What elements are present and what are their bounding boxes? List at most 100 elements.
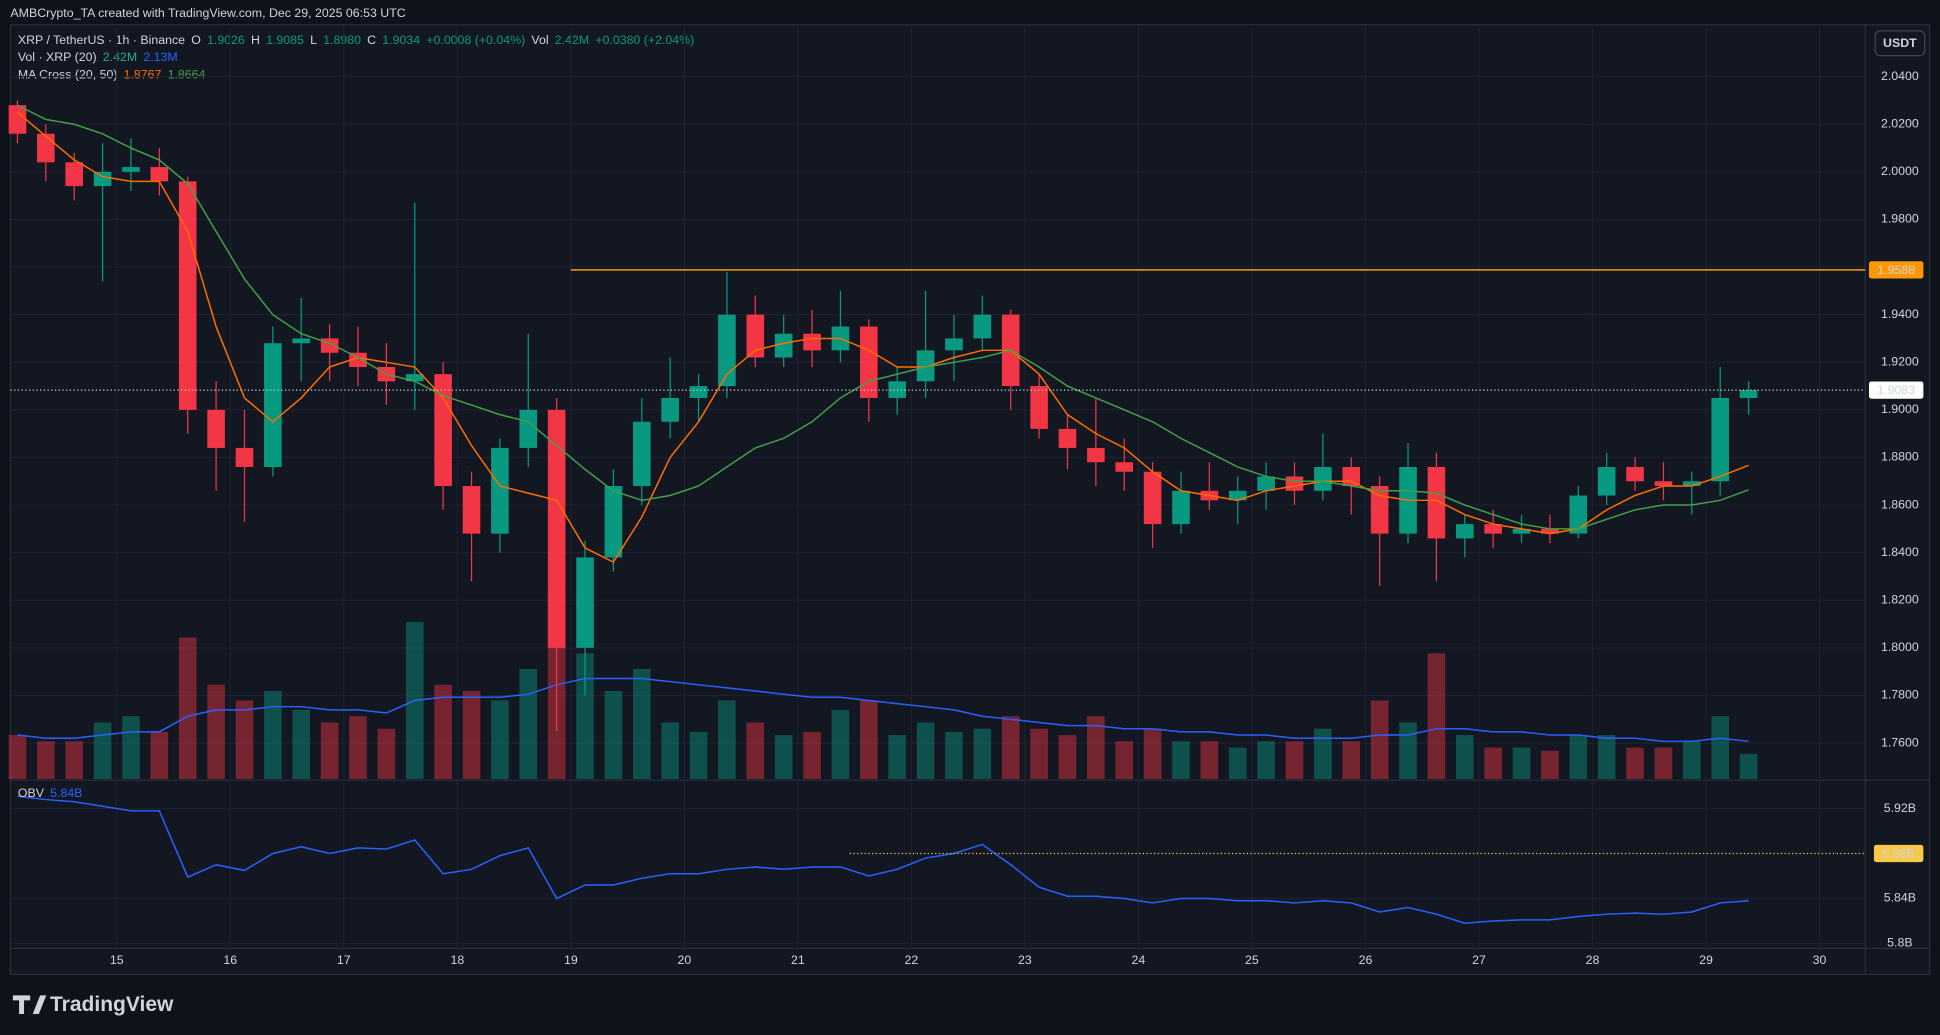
ma-line [17, 104, 1749, 530]
y-tick-label: 1.8400 [1881, 545, 1919, 559]
candle-body [1087, 447, 1105, 463]
obv-tick-label: 5.92B [1884, 801, 1916, 815]
obv-title: OBV [18, 786, 45, 800]
legend-item: O [191, 33, 201, 47]
legend-item: 2.42M [103, 50, 137, 64]
volume-bar [207, 684, 225, 780]
volume-bar [320, 722, 339, 780]
volume-bar [1541, 750, 1559, 780]
volume-bar [1001, 716, 1020, 780]
candle-body [1228, 490, 1247, 501]
candle-body [1172, 490, 1190, 525]
x-tick-label: 23 [1018, 953, 1032, 967]
currency-button[interactable] [1874, 30, 1926, 57]
volume-bar [1626, 747, 1644, 780]
volume-bar [235, 700, 254, 780]
candle-body [1285, 476, 1304, 491]
candle-body [1541, 528, 1559, 534]
volume-bar [1427, 653, 1446, 780]
price-label-box [1868, 261, 1924, 279]
volume-bar [65, 741, 84, 780]
candle-body [264, 343, 282, 467]
candle-body [916, 350, 935, 382]
volume-bar [1597, 735, 1616, 780]
x-tick-label: 15 [110, 953, 124, 967]
volume-bar [1484, 747, 1502, 780]
candle-body [1115, 462, 1134, 472]
legend-item: 1.8767 [124, 68, 162, 82]
y-tick-label: 1.9200 [1881, 355, 1919, 369]
candle-body [349, 352, 367, 368]
candle-body [37, 133, 55, 163]
volume-bar [604, 691, 623, 780]
y-tick-label: 1.8600 [1881, 497, 1919, 511]
obv-tick-label: 5.8B [1887, 936, 1912, 950]
volume-bar [1115, 741, 1134, 780]
x-tick-label: 22 [905, 953, 919, 967]
candle-body [1314, 466, 1332, 491]
candle-body [860, 326, 878, 398]
obv-line [17, 795, 1749, 924]
volume-bar [746, 722, 765, 780]
candle-body [434, 374, 452, 487]
candle-body [1342, 466, 1361, 487]
candle-body [1257, 476, 1275, 491]
volume-bar [1455, 735, 1474, 780]
y-tick-label: 1.8800 [1881, 450, 1919, 464]
volume-bar [1143, 728, 1162, 780]
volume-bar [122, 716, 140, 780]
x-tick-label: 30 [1813, 953, 1827, 967]
y-tick-label: 2.0000 [1881, 164, 1919, 178]
x-tick-label: 16 [223, 953, 237, 967]
legend-item: 1.9085 [266, 33, 304, 47]
volume-bar [632, 669, 651, 780]
volume-bar [689, 731, 708, 780]
volume-bar [1257, 741, 1275, 780]
x-tick-label: 27 [1472, 953, 1486, 967]
legend-row: Vol · XRP (20) 2.42M 2.13M [18, 50, 178, 64]
y-tick-label: 1.9800 [1881, 212, 1919, 226]
volume-bar [945, 731, 963, 780]
volume-bar [1058, 735, 1077, 780]
brand-logo: TradingView [12, 993, 174, 1016]
x-tick-label: 28 [1586, 953, 1600, 967]
currency-label[interactable]: USDT [1883, 36, 1917, 50]
brand-name: TradingView [50, 993, 174, 1016]
candle-body [1711, 397, 1729, 482]
candle-body [405, 374, 424, 382]
volume-bar [462, 691, 481, 780]
volume-bar [434, 684, 452, 780]
y-tick-label: 1.7600 [1881, 735, 1919, 749]
volume-bar [349, 716, 367, 780]
volume-bar [1569, 735, 1588, 780]
volume-bar [519, 669, 538, 780]
x-tick-label: 29 [1699, 953, 1713, 967]
legend-row: XRP / TetherUS · 1h · Binance O 1.9026 H 1.9… [18, 33, 694, 47]
candle-body [150, 167, 169, 182]
y-tick-label: 1.9000 [1881, 402, 1919, 416]
x-tick-label: 21 [791, 953, 805, 967]
volume-bar [178, 637, 197, 780]
volume-bar [1512, 747, 1531, 780]
candle-body [292, 338, 311, 344]
volume-bar [150, 731, 169, 780]
x-tick-label: 19 [564, 953, 578, 967]
candle-body [462, 486, 481, 534]
x-tick-label: 24 [1132, 953, 1146, 967]
candle-body [803, 333, 821, 351]
candle-body [1597, 466, 1616, 496]
candle-body [65, 162, 84, 187]
volume-bar [8, 735, 27, 780]
obv-value: 5.84B [50, 786, 82, 800]
candle-body [8, 105, 27, 134]
candle-body [1143, 471, 1162, 525]
legend-item: Vol · XRP (20) [18, 50, 97, 64]
candle-body [661, 397, 679, 422]
volume-bar [718, 700, 736, 780]
volume-bar [916, 722, 935, 780]
volume-bar [1030, 728, 1048, 780]
candle-body [1739, 390, 1758, 398]
volume-bar [1228, 747, 1247, 780]
volume-bar [803, 731, 821, 780]
